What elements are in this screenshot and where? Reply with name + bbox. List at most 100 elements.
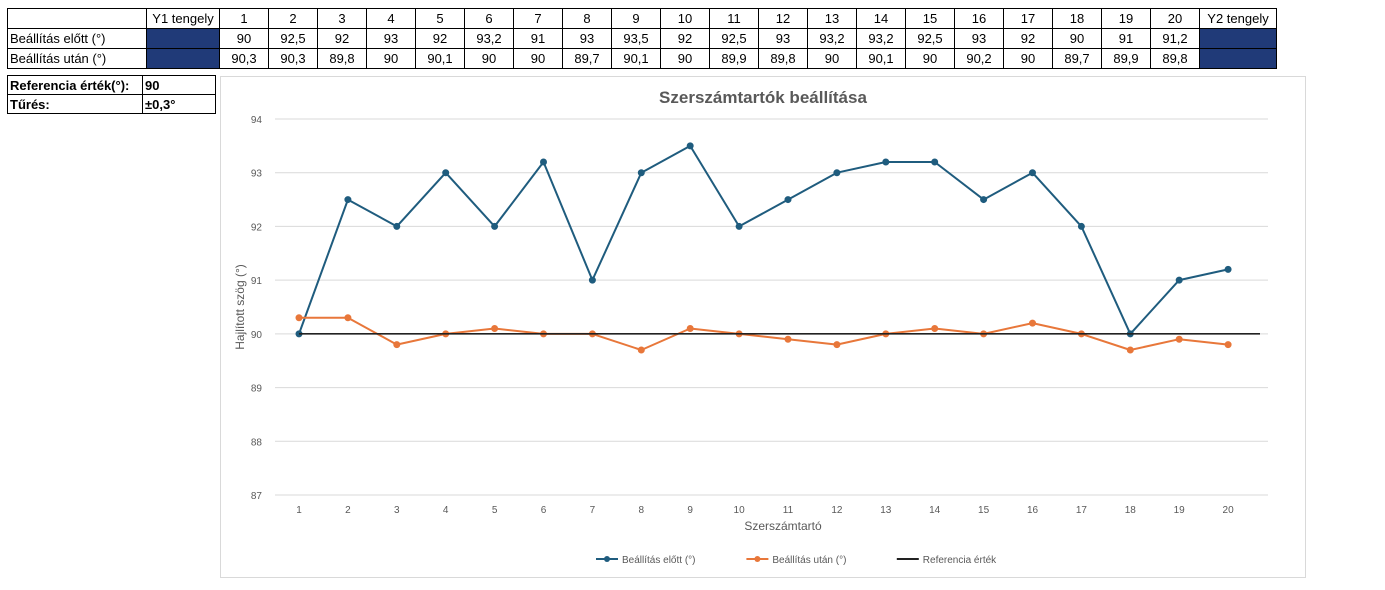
data-point (588, 276, 596, 284)
table-cell: 89,7 (1052, 48, 1102, 69)
series-line (299, 316, 1229, 351)
table-cell: 93 (954, 28, 1004, 49)
table-cell: 90 (660, 48, 710, 69)
info-table: Referencia érték(°): 90 Tűrés: ±0,3° (7, 75, 216, 114)
table-cell: 89,7 (562, 48, 612, 69)
column-header-cell: 15 (905, 8, 955, 29)
table-cell: 91,2 (1150, 28, 1200, 49)
x-tick-label: 1 (296, 505, 302, 516)
column-header-cell: 11 (709, 8, 759, 29)
table-cell: 90 (1052, 28, 1102, 49)
x-tick-label: 12 (831, 505, 843, 516)
data-point (491, 222, 499, 230)
data-point (393, 222, 401, 230)
x-tick-label: 8 (639, 505, 645, 516)
table-cell: 89,8 (1150, 48, 1200, 69)
x-tick-label: 14 (929, 505, 941, 516)
column-header-cell: 4 (366, 8, 416, 29)
reference-row: Referencia érték(°): 90 (7, 75, 216, 95)
column-header-cell: 17 (1003, 8, 1053, 29)
data-point (882, 158, 890, 166)
y-tick-label: 92 (251, 222, 263, 233)
x-tick-label: 10 (734, 505, 746, 516)
legend-label: Referencia érték (923, 555, 997, 566)
data-point (344, 314, 352, 322)
line-chart: Szerszámtartók beállítása878889909192939… (220, 76, 1306, 578)
table-cell: 93 (758, 28, 808, 49)
data-point (1126, 346, 1134, 354)
y2-axis-marker-cell (1199, 28, 1277, 49)
x-tick-label: 13 (880, 505, 892, 516)
x-axis-title: Szerszámtartó (744, 519, 822, 533)
table-cell: 90,1 (415, 48, 465, 69)
data-point (1077, 222, 1085, 230)
data-point (1175, 276, 1183, 284)
table-cell: 93,2 (807, 28, 857, 49)
y2-axis-header-cell: Y2 tengely (1199, 8, 1277, 29)
table-row: Beállítás előtt (°) 90 92,5 92 93 92 93,2 91 93 9… (7, 28, 1277, 49)
data-point (1224, 265, 1232, 273)
legend-entry: Referencia érték (896, 555, 997, 566)
y2-axis-marker-cell (1199, 48, 1277, 69)
table-cell: 93 (562, 28, 612, 49)
x-tick-label: 18 (1125, 505, 1137, 516)
x-tick-label: 5 (492, 505, 498, 516)
data-point (1029, 319, 1036, 327)
table-cell: 91 (1101, 28, 1151, 49)
y-tick-label: 91 (251, 276, 263, 287)
table-cell: 91 (513, 28, 563, 49)
table-cell: 89,9 (709, 48, 759, 69)
y1-axis-header-cell: Y1 tengely (146, 8, 220, 29)
table-cell: 89,9 (1101, 48, 1151, 69)
column-header-cell: 2 (268, 8, 318, 29)
x-tick-label: 7 (590, 505, 596, 516)
data-point (833, 169, 841, 177)
table-cell: 90 (366, 48, 416, 69)
data-point (833, 341, 841, 349)
table-cell: 90,1 (611, 48, 661, 69)
table-cell: 93,2 (856, 28, 906, 49)
x-tick-label: 4 (443, 505, 449, 516)
header-blank-cell (7, 8, 147, 29)
table-row: Beállítás után (°) 90,3 90,3 89,8 90 90,1 90 90… (7, 48, 1277, 69)
table-cell: 90,3 (268, 48, 318, 69)
table-cell: 90,3 (219, 48, 269, 69)
column-header-cell: 18 (1052, 8, 1102, 29)
y-tick-label: 94 (251, 115, 263, 126)
table-cell: 90,2 (954, 48, 1004, 69)
y-axis-title: Hajlított szög (°) (233, 264, 247, 350)
column-header-cell: 19 (1101, 8, 1151, 29)
chart-frame (220, 76, 1306, 578)
data-point (784, 196, 792, 204)
x-tick-label: 19 (1174, 505, 1186, 516)
column-header-cell: 16 (954, 8, 1004, 29)
table-header-row: Y1 tengely 1 2 3 4 5 6 7 8 9 10 11 12 13 14 15 16 17 18 19 2… (7, 8, 1277, 29)
data-point (686, 142, 694, 150)
series-line (298, 144, 1229, 335)
column-header-cell: 1 (219, 8, 269, 29)
legend-entry: Beállítás után (°) (746, 555, 846, 566)
reference-value: 90 (142, 75, 216, 95)
column-header-cell: 13 (807, 8, 857, 29)
table-cell: 89,8 (317, 48, 367, 69)
table-cell: 92,5 (709, 28, 759, 49)
table-cell: 93 (366, 28, 416, 49)
x-tick-label: 15 (978, 505, 990, 516)
x-tick-label: 3 (394, 505, 400, 516)
table-cell: 90 (513, 48, 563, 69)
x-tick-label: 17 (1076, 505, 1088, 516)
data-point (491, 324, 499, 332)
data-point (980, 196, 988, 204)
tolerance-value: ±0,3° (142, 94, 216, 114)
data-point (344, 196, 352, 204)
table-cell: 90 (905, 48, 955, 69)
tolerance-label: Tűrés: (7, 94, 143, 114)
data-point (784, 335, 792, 343)
table-cell: 92 (660, 28, 710, 49)
x-tick-label: 11 (783, 505, 794, 516)
table-cell: 93,2 (464, 28, 514, 49)
data-point (1224, 341, 1232, 349)
data-point (637, 169, 645, 177)
x-tick-label: 20 (1223, 505, 1235, 516)
data-point (442, 169, 450, 177)
